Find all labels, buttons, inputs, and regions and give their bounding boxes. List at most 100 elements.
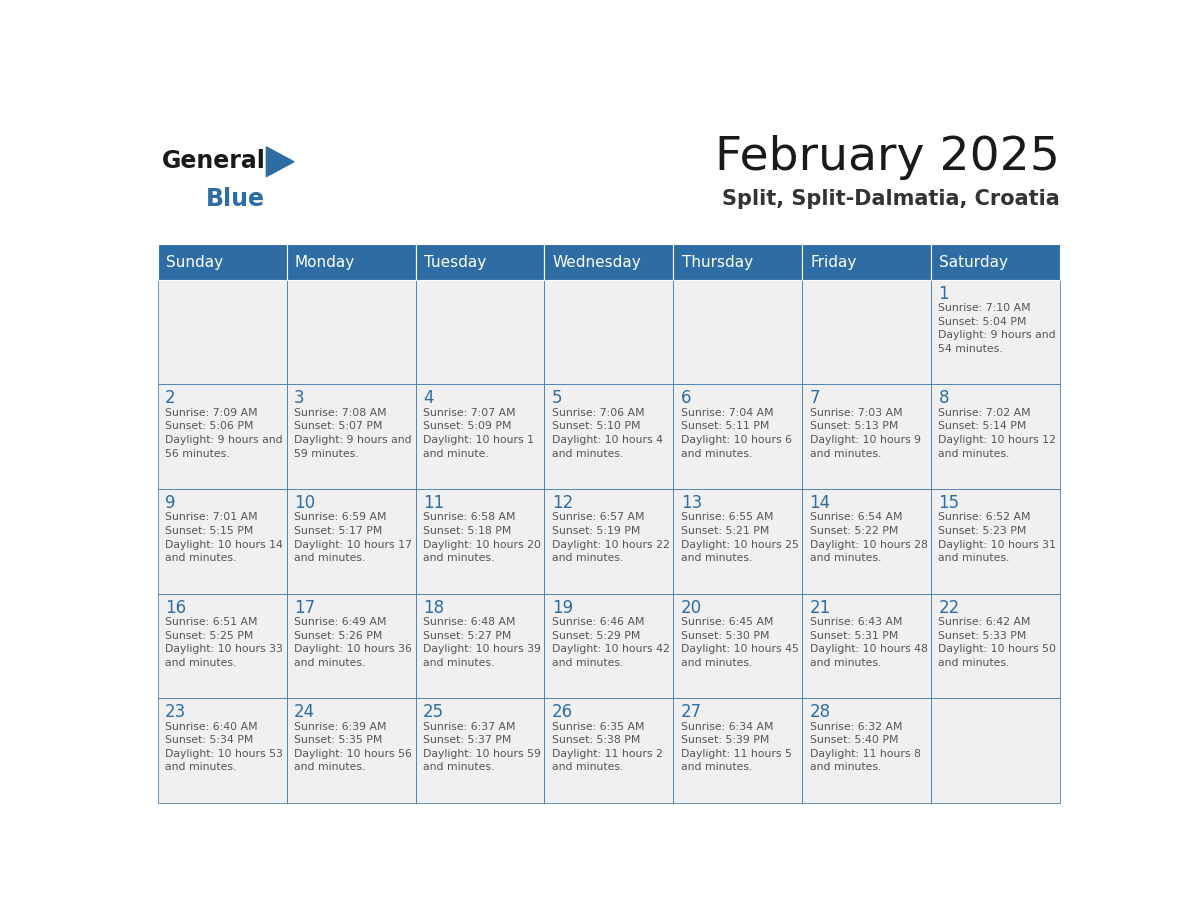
Bar xyxy=(674,385,802,489)
Text: Sunrise: 7:02 AM
Sunset: 5:14 PM
Daylight: 10 hours 12
and minutes.: Sunrise: 7:02 AM Sunset: 5:14 PM Dayligh… xyxy=(939,408,1056,459)
Bar xyxy=(674,699,802,803)
Text: 28: 28 xyxy=(809,703,830,722)
Text: 2: 2 xyxy=(165,389,176,408)
Bar xyxy=(286,385,416,489)
Text: 10: 10 xyxy=(293,494,315,512)
Bar xyxy=(158,385,286,489)
Text: Sunrise: 6:59 AM
Sunset: 5:17 PM
Daylight: 10 hours 17
and minutes.: Sunrise: 6:59 AM Sunset: 5:17 PM Dayligh… xyxy=(293,512,412,563)
Text: Sunrise: 6:51 AM
Sunset: 5:25 PM
Daylight: 10 hours 33
and minutes.: Sunrise: 6:51 AM Sunset: 5:25 PM Dayligh… xyxy=(165,617,283,667)
Bar xyxy=(802,385,931,489)
Text: 1: 1 xyxy=(939,285,949,303)
Text: Sunrise: 6:49 AM
Sunset: 5:26 PM
Daylight: 10 hours 36
and minutes.: Sunrise: 6:49 AM Sunset: 5:26 PM Dayligh… xyxy=(293,617,412,667)
Text: Sunrise: 7:07 AM
Sunset: 5:09 PM
Daylight: 10 hours 1
and minute.: Sunrise: 7:07 AM Sunset: 5:09 PM Dayligh… xyxy=(423,408,533,459)
Text: 6: 6 xyxy=(681,389,691,408)
Bar xyxy=(286,699,416,803)
Bar xyxy=(416,489,544,594)
Bar xyxy=(931,699,1060,803)
Text: 18: 18 xyxy=(423,599,444,617)
Text: 22: 22 xyxy=(939,599,960,617)
Text: Monday: Monday xyxy=(295,254,355,270)
Text: Sunrise: 6:32 AM
Sunset: 5:40 PM
Daylight: 11 hours 8
and minutes.: Sunrise: 6:32 AM Sunset: 5:40 PM Dayligh… xyxy=(809,722,921,772)
Bar xyxy=(158,244,286,280)
Text: Sunrise: 6:46 AM
Sunset: 5:29 PM
Daylight: 10 hours 42
and minutes.: Sunrise: 6:46 AM Sunset: 5:29 PM Dayligh… xyxy=(551,617,670,667)
Text: Sunrise: 7:10 AM
Sunset: 5:04 PM
Daylight: 9 hours and
54 minutes.: Sunrise: 7:10 AM Sunset: 5:04 PM Dayligh… xyxy=(939,303,1056,354)
Text: General: General xyxy=(163,149,266,173)
Text: Sunrise: 6:43 AM
Sunset: 5:31 PM
Daylight: 10 hours 48
and minutes.: Sunrise: 6:43 AM Sunset: 5:31 PM Dayligh… xyxy=(809,617,928,667)
Text: February 2025: February 2025 xyxy=(715,135,1060,180)
Bar xyxy=(286,489,416,594)
Text: 19: 19 xyxy=(551,599,573,617)
Text: 7: 7 xyxy=(809,389,820,408)
Bar xyxy=(416,244,544,280)
Text: 3: 3 xyxy=(293,389,304,408)
Text: Sunrise: 6:42 AM
Sunset: 5:33 PM
Daylight: 10 hours 50
and minutes.: Sunrise: 6:42 AM Sunset: 5:33 PM Dayligh… xyxy=(939,617,1056,667)
Text: Sunrise: 6:57 AM
Sunset: 5:19 PM
Daylight: 10 hours 22
and minutes.: Sunrise: 6:57 AM Sunset: 5:19 PM Dayligh… xyxy=(551,512,670,563)
Text: 27: 27 xyxy=(681,703,702,722)
Text: Sunrise: 7:09 AM
Sunset: 5:06 PM
Daylight: 9 hours and
56 minutes.: Sunrise: 7:09 AM Sunset: 5:06 PM Dayligh… xyxy=(165,408,283,459)
Text: Sunrise: 7:01 AM
Sunset: 5:15 PM
Daylight: 10 hours 14
and minutes.: Sunrise: 7:01 AM Sunset: 5:15 PM Dayligh… xyxy=(165,512,283,563)
Text: Sunrise: 6:54 AM
Sunset: 5:22 PM
Daylight: 10 hours 28
and minutes.: Sunrise: 6:54 AM Sunset: 5:22 PM Dayligh… xyxy=(809,512,928,563)
Bar xyxy=(931,244,1060,280)
Bar xyxy=(416,385,544,489)
Bar xyxy=(416,594,544,699)
Text: Sunrise: 7:04 AM
Sunset: 5:11 PM
Daylight: 10 hours 6
and minutes.: Sunrise: 7:04 AM Sunset: 5:11 PM Dayligh… xyxy=(681,408,791,459)
Text: Sunrise: 6:52 AM
Sunset: 5:23 PM
Daylight: 10 hours 31
and minutes.: Sunrise: 6:52 AM Sunset: 5:23 PM Dayligh… xyxy=(939,512,1056,563)
Text: 15: 15 xyxy=(939,494,960,512)
Bar xyxy=(416,699,544,803)
Text: 8: 8 xyxy=(939,389,949,408)
Text: Sunrise: 6:55 AM
Sunset: 5:21 PM
Daylight: 10 hours 25
and minutes.: Sunrise: 6:55 AM Sunset: 5:21 PM Dayligh… xyxy=(681,512,798,563)
Text: 23: 23 xyxy=(165,703,187,722)
Bar xyxy=(931,594,1060,699)
Text: Sunrise: 6:37 AM
Sunset: 5:37 PM
Daylight: 10 hours 59
and minutes.: Sunrise: 6:37 AM Sunset: 5:37 PM Dayligh… xyxy=(423,722,541,772)
Text: 26: 26 xyxy=(551,703,573,722)
Text: Sunrise: 6:58 AM
Sunset: 5:18 PM
Daylight: 10 hours 20
and minutes.: Sunrise: 6:58 AM Sunset: 5:18 PM Dayligh… xyxy=(423,512,541,563)
Text: Sunrise: 6:48 AM
Sunset: 5:27 PM
Daylight: 10 hours 39
and minutes.: Sunrise: 6:48 AM Sunset: 5:27 PM Dayligh… xyxy=(423,617,541,667)
Bar xyxy=(802,280,931,385)
Bar xyxy=(802,594,931,699)
Bar xyxy=(544,594,674,699)
Text: 21: 21 xyxy=(809,599,830,617)
Text: Sunrise: 6:39 AM
Sunset: 5:35 PM
Daylight: 10 hours 56
and minutes.: Sunrise: 6:39 AM Sunset: 5:35 PM Dayligh… xyxy=(293,722,412,772)
Text: Blue: Blue xyxy=(206,186,265,210)
Text: 14: 14 xyxy=(809,494,830,512)
Text: Saturday: Saturday xyxy=(940,254,1009,270)
Polygon shape xyxy=(266,147,293,176)
Text: Sunday: Sunday xyxy=(166,254,223,270)
Text: Split, Split-Dalmatia, Croatia: Split, Split-Dalmatia, Croatia xyxy=(722,189,1060,209)
Text: Sunrise: 7:03 AM
Sunset: 5:13 PM
Daylight: 10 hours 9
and minutes.: Sunrise: 7:03 AM Sunset: 5:13 PM Dayligh… xyxy=(809,408,921,459)
Text: 17: 17 xyxy=(293,599,315,617)
Text: Thursday: Thursday xyxy=(682,254,753,270)
Bar xyxy=(158,699,286,803)
Text: Wednesday: Wednesday xyxy=(552,254,642,270)
Text: 5: 5 xyxy=(551,389,562,408)
Text: Friday: Friday xyxy=(810,254,857,270)
Text: Tuesday: Tuesday xyxy=(424,254,486,270)
Bar xyxy=(544,489,674,594)
Bar xyxy=(931,489,1060,594)
Text: Sunrise: 6:45 AM
Sunset: 5:30 PM
Daylight: 10 hours 45
and minutes.: Sunrise: 6:45 AM Sunset: 5:30 PM Dayligh… xyxy=(681,617,798,667)
Bar xyxy=(158,594,286,699)
Text: 13: 13 xyxy=(681,494,702,512)
Text: 11: 11 xyxy=(423,494,444,512)
Bar xyxy=(674,489,802,594)
Text: Sunrise: 7:08 AM
Sunset: 5:07 PM
Daylight: 9 hours and
59 minutes.: Sunrise: 7:08 AM Sunset: 5:07 PM Dayligh… xyxy=(293,408,411,459)
Bar xyxy=(802,489,931,594)
Bar xyxy=(802,244,931,280)
Text: 20: 20 xyxy=(681,599,702,617)
Bar xyxy=(544,280,674,385)
Bar xyxy=(674,244,802,280)
Bar xyxy=(802,699,931,803)
Bar xyxy=(158,489,286,594)
Bar xyxy=(544,385,674,489)
Text: 25: 25 xyxy=(423,703,444,722)
Bar xyxy=(158,280,286,385)
Text: Sunrise: 6:35 AM
Sunset: 5:38 PM
Daylight: 11 hours 2
and minutes.: Sunrise: 6:35 AM Sunset: 5:38 PM Dayligh… xyxy=(551,722,663,772)
Text: 4: 4 xyxy=(423,389,434,408)
Bar xyxy=(544,699,674,803)
Bar xyxy=(931,385,1060,489)
Bar xyxy=(544,244,674,280)
Text: 12: 12 xyxy=(551,494,573,512)
Bar xyxy=(286,594,416,699)
Bar xyxy=(286,280,416,385)
Bar xyxy=(674,594,802,699)
